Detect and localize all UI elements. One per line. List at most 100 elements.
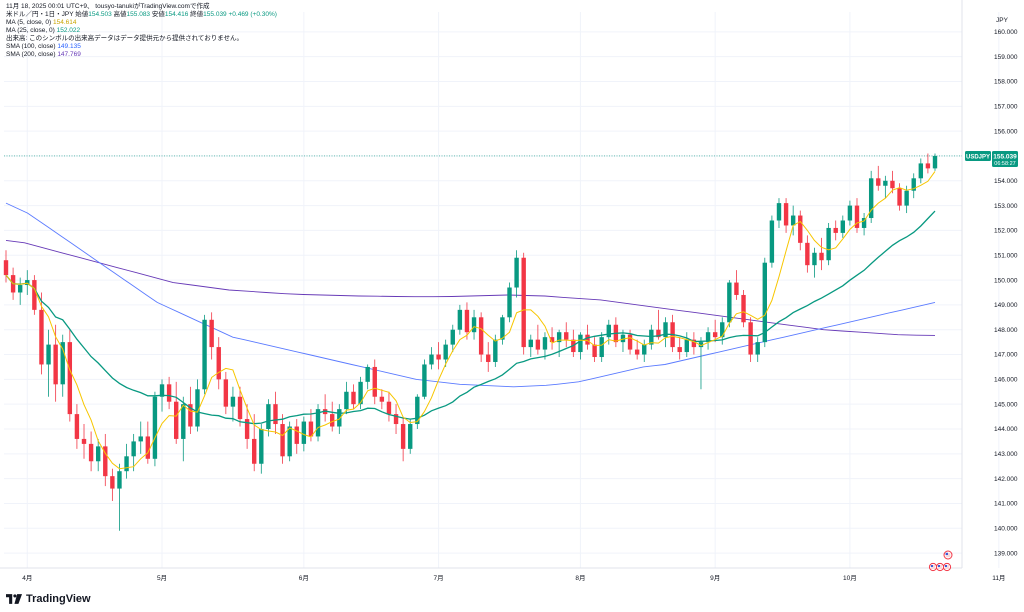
price-tag-bg bbox=[992, 150, 1018, 167]
candle-body bbox=[656, 329, 661, 338]
ma25-legend-label: MA (25, close, 0) bbox=[6, 27, 55, 34]
price-tick-label: 139.000 bbox=[994, 550, 1018, 557]
candle-body bbox=[705, 332, 711, 343]
us-event-flag[interactable] bbox=[943, 550, 953, 560]
candle-body bbox=[876, 178, 881, 186]
time-axis[interactable]: 4月 5月 6月 7月 8月 9月 10月 11月 bbox=[0, 567, 1005, 582]
candle-body bbox=[67, 342, 73, 415]
price-tick-label: 140.000 bbox=[994, 525, 1018, 532]
price-tick-label: 152.000 bbox=[994, 228, 1018, 235]
candle-body bbox=[351, 391, 356, 405]
candle-body bbox=[904, 190, 909, 206]
candle-body bbox=[500, 317, 505, 340]
candle-body bbox=[805, 242, 810, 266]
candle-body bbox=[386, 401, 392, 415]
candle-body bbox=[854, 205, 860, 228]
open-label: 始値 bbox=[75, 11, 89, 18]
sma200-legend[interactable]: SMA (200, close) 147.769 bbox=[6, 51, 277, 59]
candle-body bbox=[698, 342, 704, 348]
price-tick-label: 153.000 bbox=[994, 203, 1018, 210]
candle-body bbox=[280, 424, 285, 457]
us-event-flag[interactable] bbox=[928, 562, 938, 572]
candle-body bbox=[535, 339, 541, 350]
candle-body bbox=[868, 178, 874, 219]
us-event-flag[interactable] bbox=[935, 562, 945, 572]
candle-body bbox=[308, 421, 314, 437]
ma5-legend[interactable]: MA (5, close, 0) 154.614 bbox=[6, 19, 277, 27]
candle-body bbox=[287, 426, 292, 457]
price-tick-label: 145.000 bbox=[994, 401, 1018, 408]
ma25-line-group bbox=[5, 210, 936, 425]
candle-body bbox=[925, 163, 931, 169]
candle-body bbox=[457, 309, 463, 330]
candle-body bbox=[890, 180, 895, 189]
currency-label: JPY bbox=[996, 17, 1009, 24]
ma25-line bbox=[5, 210, 936, 425]
candle-body bbox=[393, 414, 399, 425]
symbol-label[interactable]: 米ドル／円・1日・JPY bbox=[6, 11, 74, 18]
candle-body bbox=[337, 409, 342, 427]
tradingview-logo[interactable]: TradingView bbox=[6, 593, 91, 605]
header-credit: 11月 18, 2025 00:01 UTC+9、 tousyo-tanukiが… bbox=[6, 3, 210, 10]
candle-body bbox=[88, 443, 94, 462]
ma25-legend[interactable]: MA (25, close, 0) 152.022 bbox=[6, 27, 277, 35]
candle-body bbox=[712, 332, 718, 338]
chart-grid bbox=[4, 12, 1000, 568]
sma100-legend-value: 149.135 bbox=[57, 43, 81, 50]
candle-body bbox=[443, 344, 448, 360]
candle-body bbox=[330, 414, 335, 427]
price-tick-label: 143.000 bbox=[994, 451, 1018, 458]
candle-body bbox=[833, 227, 838, 233]
sma100-legend[interactable]: SMA (100, close) 149.135 bbox=[6, 43, 277, 51]
candle-body bbox=[244, 419, 250, 439]
low-label: 安値 bbox=[151, 11, 165, 18]
ma5-line bbox=[5, 171, 936, 470]
price-tick-label: 156.000 bbox=[994, 128, 1018, 135]
candle-body bbox=[528, 339, 533, 348]
candle-body bbox=[152, 396, 158, 459]
price-tick-label: 160.000 bbox=[994, 29, 1018, 36]
candle-body bbox=[798, 215, 803, 243]
low-value: 154.416 bbox=[164, 11, 189, 18]
candle-body bbox=[3, 260, 9, 276]
tradingview-logo-icon bbox=[6, 594, 22, 604]
candle-body bbox=[578, 334, 583, 353]
price-tick-label: 146.000 bbox=[994, 377, 1018, 384]
candle-body bbox=[358, 381, 363, 405]
price-tick-label: 154.000 bbox=[994, 178, 1018, 185]
change-value: +0.469 (+0.30%) bbox=[228, 11, 277, 18]
time-tick-label: 7月 bbox=[434, 574, 444, 582]
candle-body bbox=[60, 342, 65, 385]
time-tick-label: 4月 bbox=[22, 574, 32, 582]
candle-body bbox=[259, 429, 264, 464]
us-event-flag[interactable] bbox=[942, 562, 952, 572]
candle-body bbox=[897, 188, 902, 206]
price-tick-label: 144.000 bbox=[994, 426, 1018, 433]
candle-body bbox=[932, 155, 938, 169]
candle-body bbox=[174, 401, 179, 439]
high-value: 155.083 bbox=[126, 11, 151, 18]
us-flag-canton bbox=[945, 552, 948, 555]
candle-body bbox=[195, 389, 200, 427]
candle-body bbox=[663, 322, 668, 338]
time-tick-label: 6月 bbox=[299, 574, 309, 582]
candle-body bbox=[720, 322, 725, 338]
candle-body bbox=[422, 364, 427, 397]
candle-body bbox=[138, 436, 143, 442]
candle-body bbox=[159, 384, 165, 397]
candle-body bbox=[627, 334, 633, 350]
event-flags[interactable] bbox=[928, 550, 953, 572]
volume-note: 出来高: このシンボルの出来高データはデータ提供元から提供されておりません。 bbox=[6, 35, 244, 42]
candle-body bbox=[471, 317, 477, 333]
candle-body bbox=[436, 354, 441, 360]
high-label: 高値 bbox=[113, 11, 127, 18]
candle-body bbox=[507, 287, 512, 318]
candle-body bbox=[649, 329, 654, 345]
time-tick-label: 11月 bbox=[992, 574, 1005, 582]
price-axis[interactable]: JPY 160.000 159.000 158.000 157.000 156.000 15… bbox=[961, 0, 1018, 568]
candle-body bbox=[74, 414, 80, 439]
candle-body bbox=[415, 396, 420, 425]
candle-body bbox=[237, 396, 243, 420]
candle-body bbox=[847, 205, 853, 221]
